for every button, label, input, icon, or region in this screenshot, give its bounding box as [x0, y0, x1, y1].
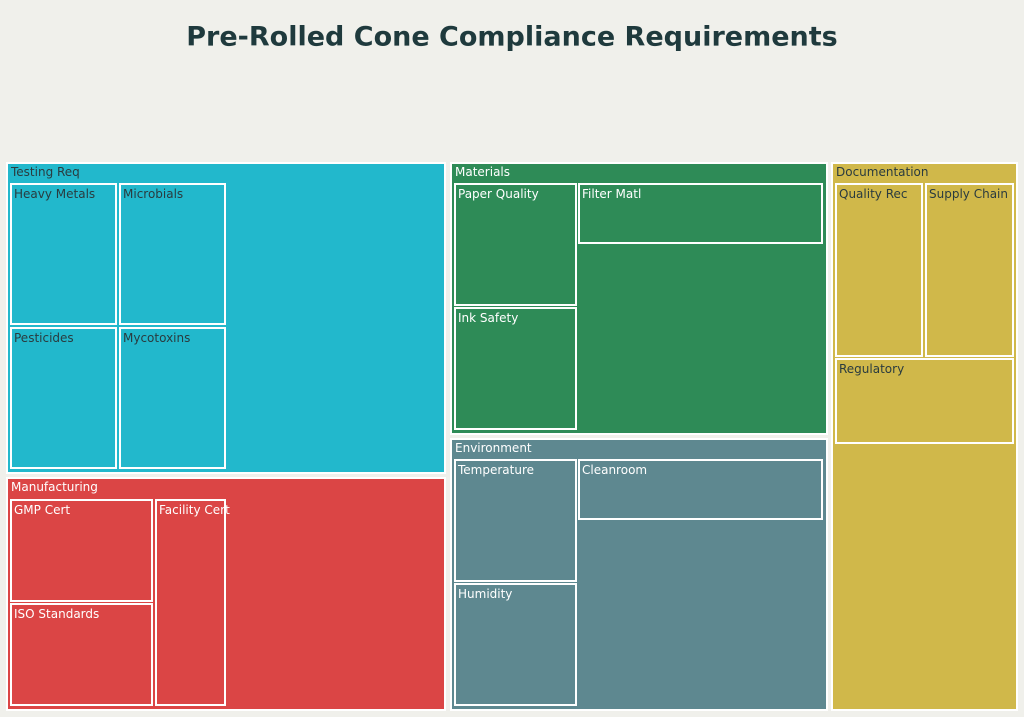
leaf-tile	[10, 183, 117, 325]
leaf-tile	[119, 327, 226, 469]
leaf-label: Supply Chain	[929, 187, 1008, 201]
leaf-label: Heavy Metals	[14, 187, 95, 201]
leaf-tile	[835, 183, 923, 357]
leaf-label: Facility Cert	[159, 503, 230, 517]
leaf-tile	[835, 358, 1014, 444]
leaf-tile	[119, 183, 226, 325]
leaf-label: Mycotoxins	[123, 331, 190, 345]
leaf-label: Pesticides	[14, 331, 74, 345]
leaf-tile	[454, 307, 577, 430]
leaf-label: Quality Rec	[839, 187, 907, 201]
leaf-label: Temperature	[457, 463, 534, 477]
leaf-label: GMP Cert	[14, 503, 70, 517]
leaf-tile	[10, 603, 153, 706]
group-label: Materials	[455, 165, 510, 179]
leaf-label: Humidity	[458, 587, 512, 601]
leaf-tile	[155, 499, 226, 706]
leaf-tile	[454, 459, 577, 582]
leaf-tile	[454, 583, 577, 706]
leaf-label: Cleanroom	[582, 463, 647, 477]
leaf-label: ISO Standards	[14, 607, 99, 621]
leaf-tile	[578, 459, 823, 520]
leaf-label: Microbials	[123, 187, 183, 201]
leaf-tile	[925, 183, 1014, 357]
group-label: Environment	[455, 441, 532, 455]
chart-title: Pre-Rolled Cone Compliance Requirements	[186, 22, 837, 53]
leaf-tile	[10, 499, 153, 602]
leaf-label: Ink Safety	[458, 311, 518, 325]
leaf-tile	[10, 327, 117, 469]
leaf-label: Paper Quality	[458, 187, 539, 201]
group-label: Testing Req	[10, 165, 80, 179]
group-label: Documentation	[836, 165, 929, 179]
group-label: Manufacturing	[11, 480, 98, 494]
leaf-tile	[454, 183, 577, 306]
leaf-label: Filter Matl	[582, 187, 641, 201]
leaf-tile	[578, 183, 823, 244]
leaf-label: Regulatory	[839, 362, 904, 376]
